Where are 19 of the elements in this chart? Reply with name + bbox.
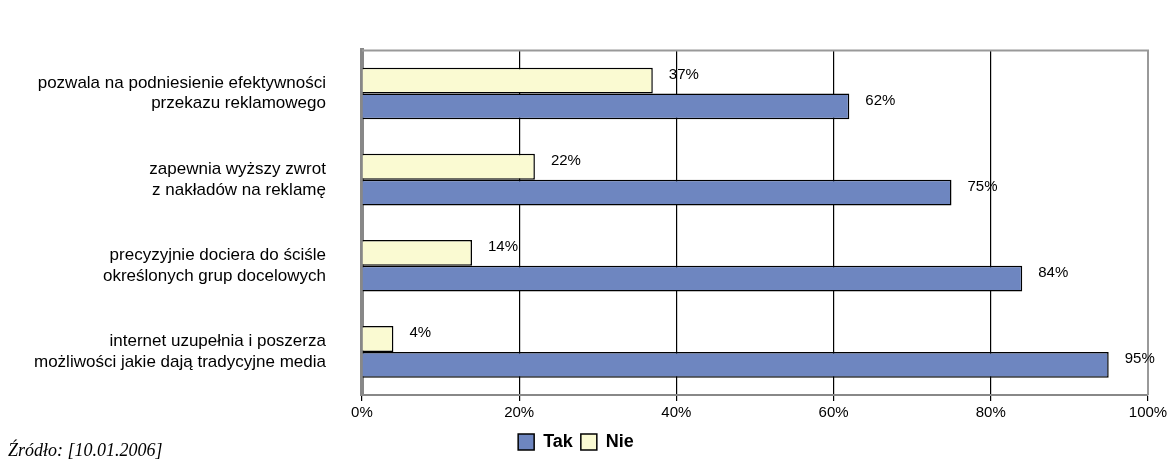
x-tick-label: 60%: [818, 403, 849, 421]
x-tick-label: 20%: [504, 403, 535, 421]
legend-label: Tak: [543, 430, 574, 451]
y-tick-label: precyzyjnie dociera do ściśle określonych grup docelowych: [102, 245, 326, 285]
data-label: 62%: [865, 90, 896, 108]
legend-label: Nie: [605, 430, 634, 451]
x-tick-label: 100%: [1128, 403, 1168, 421]
x-tick-label: 40%: [661, 403, 692, 421]
x-tick-label: 0%: [351, 403, 373, 421]
y-tick-label: pozwala na podniesienie efektywności przekazu reklamowego: [37, 72, 326, 113]
x-tick-label: 80%: [975, 403, 1006, 421]
y-tick-label: zapewnia wyższy zwrot z nakładów na reklamę: [149, 159, 327, 199]
data-label: 95%: [1124, 348, 1155, 366]
data-label: 4%: [409, 323, 432, 341]
y-tick-label: internet uzupełnia i poszerza możliwości jakie dają tradycyjne media: [33, 331, 327, 371]
text: Źródło: [10.01.2006]: [8, 440, 163, 461]
data-label: 22%: [550, 150, 581, 168]
data-label: 14%: [488, 236, 519, 254]
data-label: 84%: [1038, 262, 1069, 280]
